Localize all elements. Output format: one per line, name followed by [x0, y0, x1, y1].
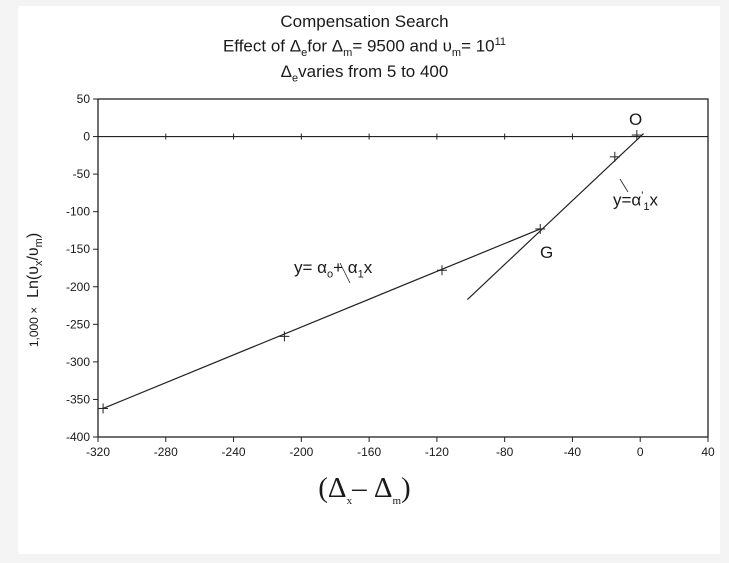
- y-tick-label: -400: [66, 430, 90, 444]
- x-tick-label: -120: [425, 445, 449, 459]
- x-tick-label: -40: [564, 445, 582, 459]
- equation-lower-leader: [619, 178, 629, 193]
- equation-upper-leader: [339, 262, 351, 284]
- y-tick-label: -100: [66, 205, 90, 219]
- x-tick-label: -80: [496, 445, 514, 459]
- y-tick-label: -300: [66, 355, 90, 369]
- y-tick-label: 0: [83, 130, 90, 144]
- point-label-o: O: [629, 110, 643, 129]
- chart-subtitle-range: Δevaries from 5 to 400: [280, 62, 449, 85]
- x-tick-label: 0: [637, 445, 644, 459]
- chart-subtitle: Effect of Δefor Δm= 9500 and υm= 1011: [222, 36, 507, 60]
- y-tick-label: -150: [66, 242, 90, 256]
- series-line-lower-line: [466, 133, 645, 300]
- equation-lower-line: y=α'1x: [613, 190, 658, 214]
- x-tick-label: 40: [701, 445, 715, 459]
- x-tick-label: -200: [289, 445, 313, 459]
- x-tick-label: -160: [357, 445, 381, 459]
- series-line-upper-line: [102, 228, 541, 410]
- point-label-g: G: [540, 243, 554, 262]
- equation-upper-line: y= αo+ α1x: [294, 258, 373, 281]
- x-axis-label: (Δx– Δm): [318, 472, 411, 507]
- y-tick-label: 50: [77, 92, 91, 106]
- x-tick-label: -240: [222, 445, 246, 459]
- y-tick-label: -50: [73, 167, 91, 181]
- y-tick-label: -200: [66, 280, 90, 294]
- x-tick-label: -280: [154, 445, 178, 459]
- y-tick-label: -350: [66, 392, 90, 406]
- x-tick-label: -320: [86, 445, 110, 459]
- y-tick-label: -250: [66, 317, 90, 331]
- chart-paper: [18, 6, 720, 554]
- y-axis-label: 1,000 × Ln(υx/υm): [24, 232, 46, 348]
- plot-frame: [97, 98, 709, 438]
- chart-title: Compensation Search: [280, 12, 449, 31]
